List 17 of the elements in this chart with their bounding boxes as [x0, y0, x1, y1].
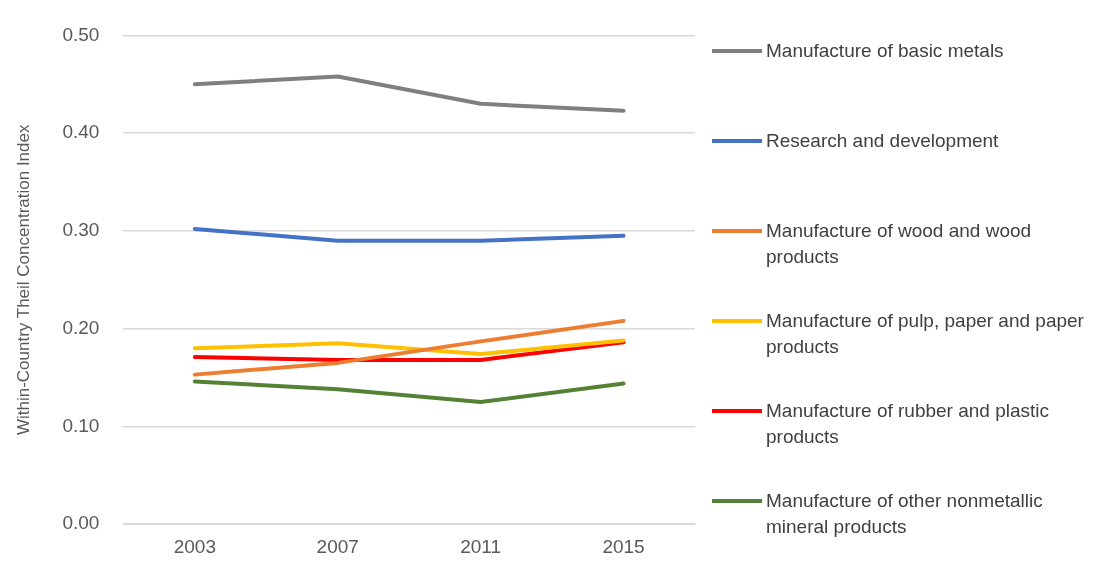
legend-label: Manufacture of other nonmetallic mineral products — [766, 489, 1044, 539]
y-tick-label: 0.20 — [62, 316, 100, 338]
x-tick-label: 2015 — [602, 535, 645, 557]
x-tick-label: 2007 — [316, 535, 359, 557]
y-tick-label: 0.00 — [62, 512, 100, 534]
legend-label: Manufacture of rubber and plastic products — [766, 399, 1051, 449]
y-axis-title: Within-Country Theil Concentration Index — [13, 124, 33, 436]
y-tick-label: 0.30 — [62, 219, 100, 241]
x-tick-label: 2003 — [173, 535, 216, 557]
legend-label: Research and development — [766, 129, 1000, 153]
legend-label: Manufacture of wood and wood products — [766, 219, 1033, 269]
legend-label: Manufacture of pulp, paper and paper products — [766, 309, 1085, 359]
x-tick-label: 2011 — [460, 535, 502, 557]
y-tick-label: 0.10 — [62, 414, 100, 436]
y-tick-label: 0.40 — [62, 121, 100, 143]
y-tick-label: 0.50 — [62, 23, 100, 45]
legend-label: Manufacture of basic metals — [766, 39, 1005, 63]
